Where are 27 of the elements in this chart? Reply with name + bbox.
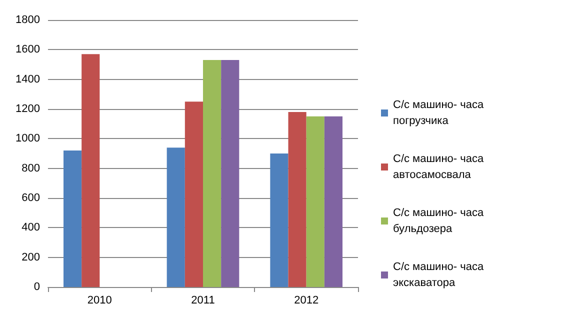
legend-label: С/с машино- часа автосамосвала [393,153,487,181]
x-tick-label: 2012 [294,294,319,306]
legend-label: С/с машино- часа погрузчика [393,99,487,127]
y-tick-label: 1600 [16,44,40,56]
y-tick-label: 600 [22,192,40,204]
bar [270,154,288,287]
y-tick-label: 400 [22,222,40,234]
legend-label: С/с машино- часа экскаватора [393,261,487,289]
bar [82,54,100,287]
bar [288,112,306,287]
y-tick-label: 1400 [16,73,40,86]
bar [324,116,342,287]
bar [64,150,82,287]
y-tick-label: 800 [22,162,40,174]
y-tick-label: 1200 [16,103,40,115]
legend-label: С/с машино- часа бульдозера [393,207,487,235]
x-tick-label: 2011 [191,294,215,306]
bar [184,102,203,287]
y-tick-label: 0 [34,281,40,293]
y-tick-label: 1000 [16,132,40,145]
bar [203,60,222,287]
y-tick-label: 200 [22,251,40,264]
y-tick-label: 1800 [16,14,40,26]
bar [166,148,185,287]
bar [221,60,240,287]
x-tick-label: 2010 [87,294,112,306]
bar [306,116,324,287]
